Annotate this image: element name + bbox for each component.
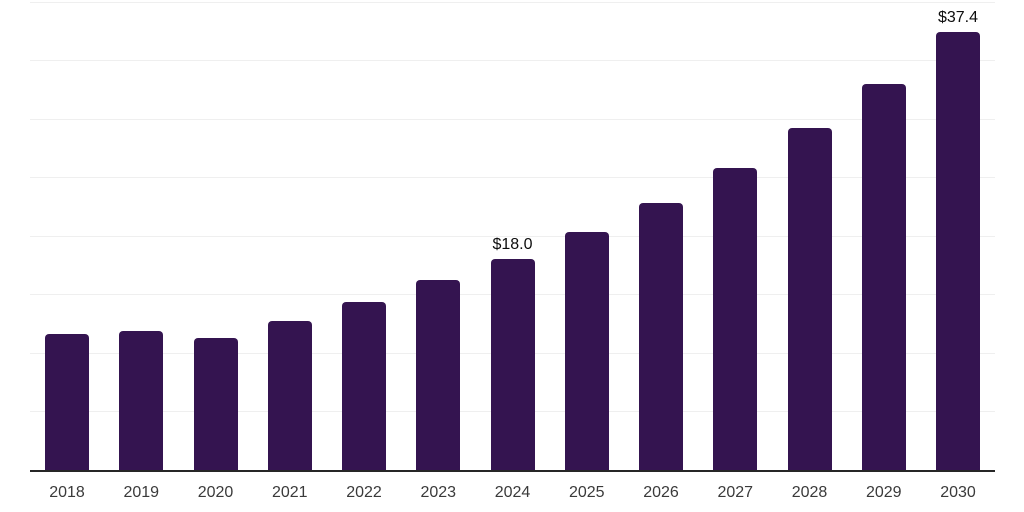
bar-2028 [787,128,832,470]
x-tick-label-2021: 2021 [271,484,308,501]
gridline [30,1,995,3]
gridline [30,118,995,120]
bar-2021 [267,321,312,470]
x-tick-label-2027: 2027 [717,484,754,501]
x-tick-label-2028: 2028 [791,484,828,501]
bar-2026 [639,203,683,470]
bar-2030 [936,32,980,470]
bar-value-label-2030: $37.4 [937,8,979,26]
bar-2018 [45,334,89,470]
bar-2020 [193,337,238,470]
x-tick-label-2022: 2022 [346,484,382,501]
bar-2024 [490,259,535,470]
bar-2027 [713,168,758,470]
x-tick-label-2024: 2024 [494,484,531,501]
bar-2025 [564,232,609,470]
bar-2022 [342,301,386,470]
x-tick-label-2029: 2029 [865,484,902,501]
x-tick-label-2023: 2023 [420,484,457,501]
x-tick-label-2018: 2018 [49,484,85,501]
x-tick-label-2026: 2026 [643,484,679,501]
gridline [30,235,995,237]
bar-value-label-2024: $18.0 [492,235,533,253]
x-tick-label-2025: 2025 [568,484,605,501]
x-axis-line [30,469,995,472]
gridline [30,177,995,178]
bar-2019 [119,330,164,470]
x-tick-label-2030: 2030 [940,484,976,501]
bar-2029 [861,83,906,470]
gridline [30,60,995,61]
x-tick-label-2019: 2019 [123,484,160,501]
bar-2023 [416,280,461,470]
x-tick-label-2020: 2020 [197,484,234,501]
